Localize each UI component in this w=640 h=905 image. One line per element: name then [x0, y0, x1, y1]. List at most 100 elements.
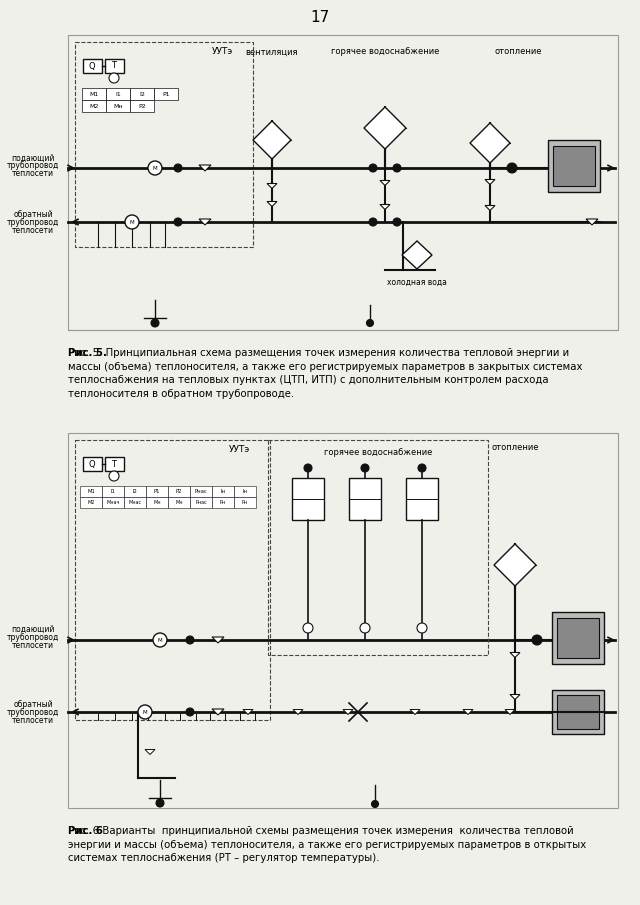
Text: отопление: отопление — [494, 47, 541, 56]
Text: трубопровод: трубопровод — [7, 708, 59, 717]
Circle shape — [109, 471, 119, 481]
Circle shape — [369, 164, 377, 172]
Text: УУТэ: УУТэ — [212, 46, 234, 55]
Bar — [168, 486, 190, 497]
Polygon shape — [199, 165, 211, 171]
Text: Q: Q — [89, 62, 95, 71]
Polygon shape — [364, 107, 406, 149]
Bar — [292, 478, 324, 520]
Text: Рис. 5. Принципиальная схема размещения точек измерения количества тепловой энер: Рис. 5. Принципиальная схема размещения … — [68, 348, 582, 399]
Text: М1: М1 — [87, 489, 95, 494]
Circle shape — [303, 623, 313, 633]
Text: трубопровод: трубопровод — [7, 161, 59, 170]
Polygon shape — [243, 710, 253, 715]
Bar — [552, 690, 604, 734]
Circle shape — [393, 164, 401, 172]
Bar — [234, 486, 256, 497]
Bar — [130, 100, 154, 112]
Text: трубопровод: трубопровод — [7, 633, 59, 642]
Polygon shape — [470, 123, 510, 163]
Circle shape — [109, 73, 119, 83]
Polygon shape — [510, 694, 520, 700]
Circle shape — [532, 635, 542, 645]
Text: вентиляция: вентиляция — [246, 47, 298, 56]
Polygon shape — [463, 710, 473, 715]
Text: Pн: Pн — [220, 500, 226, 505]
Text: холодная вода: холодная вода — [387, 278, 447, 287]
Bar — [548, 140, 600, 192]
Bar — [349, 478, 381, 520]
Text: теплосети: теплосети — [12, 716, 54, 725]
Text: отопление: отопление — [492, 443, 539, 452]
Bar — [105, 59, 124, 73]
Text: Pнас: Pнас — [195, 489, 207, 494]
Bar — [234, 497, 256, 508]
Text: M: M — [157, 637, 163, 643]
Circle shape — [360, 623, 370, 633]
Bar — [557, 695, 599, 729]
Circle shape — [153, 633, 167, 647]
Circle shape — [417, 623, 427, 633]
Polygon shape — [293, 710, 303, 715]
Text: Мнас: Мнас — [129, 500, 141, 505]
Circle shape — [304, 464, 312, 472]
Text: Рис. 6 Варианты  принципиальной схемы размещения точек измерения  количества теп: Рис. 6 Варианты принципиальной схемы раз… — [68, 826, 586, 863]
Text: I2: I2 — [139, 91, 145, 97]
Polygon shape — [510, 653, 520, 658]
Bar — [75, 440, 270, 720]
Bar — [154, 88, 178, 100]
Bar — [553, 146, 595, 186]
Text: Рис. 5.: Рис. 5. — [68, 348, 107, 358]
Text: P2: P2 — [138, 103, 146, 109]
Polygon shape — [380, 180, 390, 186]
Text: Pн: Pн — [242, 500, 248, 505]
Text: горячее водоснабжение: горячее водоснабжение — [324, 447, 432, 456]
Polygon shape — [586, 219, 598, 225]
Circle shape — [138, 705, 152, 719]
Text: M: M — [153, 166, 157, 170]
Text: Мнач: Мнач — [106, 500, 120, 505]
Text: Т: Т — [111, 460, 116, 469]
Bar — [106, 88, 130, 100]
Text: горячее водоснабжение: горячее водоснабжение — [331, 47, 439, 56]
Circle shape — [371, 801, 378, 807]
Circle shape — [393, 218, 401, 226]
Bar — [212, 497, 234, 508]
Text: Q: Q — [89, 460, 95, 469]
Circle shape — [186, 636, 194, 644]
Text: теплосети: теплосети — [12, 169, 54, 178]
Bar — [406, 478, 438, 520]
Text: трубопровод: трубопровод — [7, 217, 59, 226]
Text: УУТэ: УУТэ — [229, 444, 251, 453]
Bar — [552, 612, 604, 664]
Bar — [106, 100, 130, 112]
Bar — [82, 88, 106, 100]
Bar — [146, 486, 168, 497]
Bar — [102, 486, 124, 497]
Polygon shape — [267, 202, 277, 206]
Circle shape — [156, 799, 164, 807]
Text: Pнас: Pнас — [195, 500, 207, 505]
Bar — [190, 486, 212, 497]
Bar — [268, 440, 488, 655]
Circle shape — [174, 218, 182, 226]
Polygon shape — [485, 205, 495, 211]
Text: 17: 17 — [310, 11, 330, 25]
Text: Т: Т — [111, 62, 116, 71]
Text: M: M — [143, 710, 147, 715]
Text: Iн: Iн — [243, 489, 248, 494]
Text: Мн: Мн — [113, 103, 123, 109]
Polygon shape — [199, 219, 211, 225]
Text: I1: I1 — [115, 91, 121, 97]
Circle shape — [367, 319, 374, 327]
Bar — [75, 42, 253, 247]
Bar — [105, 457, 124, 471]
Circle shape — [369, 218, 377, 226]
Circle shape — [507, 163, 517, 173]
Polygon shape — [267, 184, 277, 188]
Polygon shape — [212, 637, 224, 643]
Bar — [68, 35, 618, 330]
Bar — [124, 497, 146, 508]
Circle shape — [151, 319, 159, 327]
Circle shape — [361, 464, 369, 472]
